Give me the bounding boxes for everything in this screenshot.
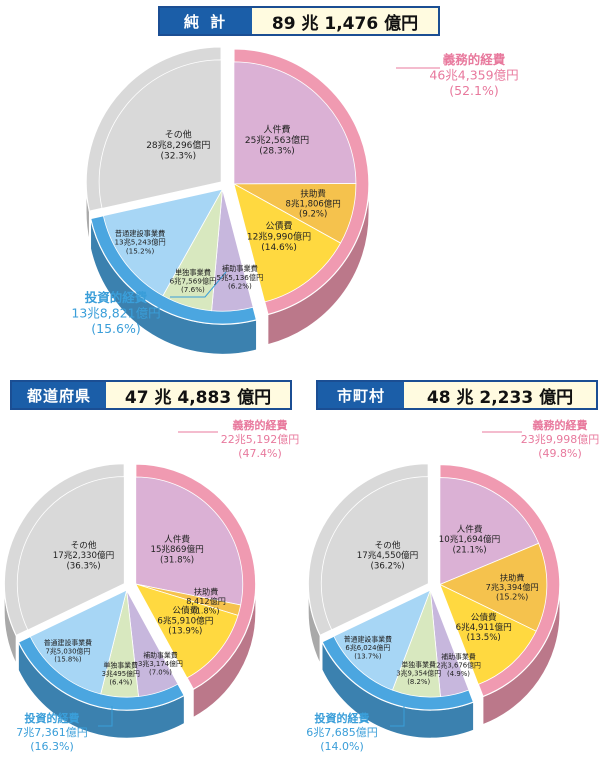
slice-general_construction (29, 589, 128, 695)
slice-label-assistance: 扶助費 7兆3,394億円(15.2%) (486, 572, 539, 601)
slice-debt (439, 583, 537, 685)
slice-general_construction (102, 188, 224, 297)
slice-label-general_construction: 普通建設事業費 6兆6,024億円(13.7%) (344, 635, 392, 661)
group-label-invest-pct: (14.0%) (320, 740, 364, 753)
header-prefectures: 都道府県 47 兆 4,883 億円 (10, 380, 292, 410)
slice-debt (233, 183, 342, 303)
pie-total (85, 46, 440, 355)
header-total-title: 純 計 (160, 8, 252, 34)
slice-label-independent: 単独事業費 3兆9,354億円(8.2%) (396, 660, 441, 686)
leader-line-invest (98, 706, 113, 727)
group-label-mandatory-amount: 46兆4,359億円 (429, 68, 518, 83)
pie-prefectures (3, 431, 257, 739)
pie-municipalities (307, 431, 561, 739)
slice-label-assistance: 扶助費 8兆1,806億円(9.2%) (286, 189, 341, 220)
slice-assistance (438, 542, 548, 632)
group-label-mandatory-pct: (49.8%) (538, 447, 582, 460)
slice-personnel (233, 61, 357, 185)
slice-other (320, 476, 429, 631)
leader-line-invest (170, 271, 227, 298)
slice-label-other: その他 17兆2,330億円(36.3%) (53, 539, 115, 571)
slice-label-independent: 単独事業費 6兆7,569億円(7.6%) (170, 268, 217, 294)
group-label-mandatory-amount: 23兆9,998億円 (521, 433, 600, 446)
group-label-invest-pct: (16.3%) (30, 740, 74, 753)
slice-label-other: その他 17兆4,550億円(36.2%) (357, 539, 419, 571)
slice-other (16, 476, 125, 631)
slice-label-assistance: 扶助費 8,412億円(1.8%) (186, 586, 226, 615)
leader-line-invest (390, 706, 405, 727)
group-label-invest-name: 投資的経費 (85, 290, 148, 305)
slice-label-other: その他 28兆8,296億円(32.3%) (146, 129, 210, 162)
slice-other (98, 59, 222, 209)
slice-personnel (135, 476, 244, 606)
group-label-mandatory-name: 義務的経費 (233, 418, 288, 432)
header-municipalities-amount: 48 兆 2,233 億円 (426, 387, 574, 408)
group-label-invest-amount: 7兆7,361億円 (16, 726, 88, 739)
slice-label-personnel: 人件費 25兆2,563億円(28.3%) (245, 124, 309, 157)
slice-label-personnel: 人件費 15兆869億円(31.8%) (150, 533, 203, 565)
header-prefectures-amount: 47 兆 4,883 億円 (124, 387, 272, 408)
group-label-invest-amount: 13兆8,821億円 (71, 306, 160, 321)
slice-label-debt: 公債費 12兆9,990億円(14.6%) (247, 220, 311, 253)
slice-label-subsidized: 補助事業費 5兆5,136億円(6.2%) (217, 264, 264, 290)
slice-general_construction (333, 589, 432, 691)
slice-label-debt: 公債費 6兆4,911億円(13.5%) (456, 611, 512, 643)
header-total-amount: 89 兆 1,476 億円 (271, 13, 419, 34)
slice-personnel (439, 477, 540, 586)
group-label-invest-name: 投資的経費 (315, 711, 370, 725)
slice-label-general_construction: 普通建設事業費 13兆5,243億円(15.2%) (114, 229, 165, 255)
group-label-mandatory-pct: (47.4%) (238, 447, 282, 460)
group-label-invest-name: 投資的経費 (25, 711, 80, 725)
group-label-invest-pct: (15.6%) (91, 321, 140, 336)
group-label-mandatory-name: 義務的経費 (443, 52, 506, 67)
slice-label-independent: 単独事業費 3兆495億円(6.4%) (102, 661, 140, 687)
group-label-mandatory-name: 義務的経費 (533, 418, 588, 432)
slice-debt (134, 583, 239, 679)
group-label-mandatory-pct: (52.1%) (449, 83, 498, 98)
slice-label-debt: 公債費 6兆5,910億円(13.9%) (157, 604, 213, 636)
group-label-mandatory-amount: 22兆5,192億円 (221, 433, 300, 446)
slice-label-personnel: 人件費 10兆1,694億円(21.1%) (439, 523, 501, 555)
slice-label-general_construction: 普通建設事業費 7兆5,030億円(15.8%) (44, 638, 92, 664)
header-total: 純 計 89 兆 1,476 億円 (158, 6, 440, 36)
header-municipalities: 市町村 48 兆 2,233 億円 (316, 380, 598, 410)
group-label-invest-amount: 6兆7,685億円 (306, 726, 378, 739)
slice-label-subsidized: 補助事業費 3兆3,174億円(7.0%) (138, 651, 183, 677)
slice-label-subsidized: 補助事業費 2兆3,676億円(4.9%) (436, 652, 481, 678)
header-municipalities-title: 市町村 (318, 382, 404, 408)
header-prefectures-title: 都道府県 (12, 382, 106, 408)
